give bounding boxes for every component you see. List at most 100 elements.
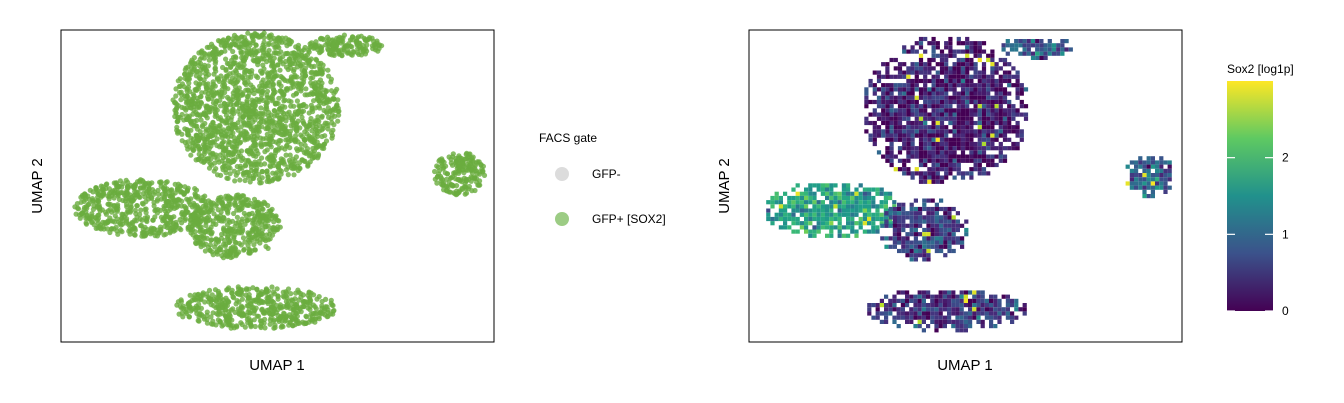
- hexbin-cell: [846, 200, 851, 205]
- scatter-point: [325, 41, 331, 47]
- hexbin-cell: [909, 223, 914, 228]
- hexbin-cell: [1035, 43, 1040, 48]
- hexbin-cell: [829, 191, 834, 196]
- hexbin-cell: [990, 87, 995, 92]
- scatter-point: [303, 103, 309, 110]
- scatter-point: [198, 218, 204, 224]
- scatter-point: [196, 75, 202, 81]
- hexbin-cell: [1005, 43, 1010, 48]
- hexbin-cell: [1015, 95, 1020, 100]
- hexbin-cell: [897, 227, 902, 233]
- scatter-point: [211, 139, 217, 145]
- scatter-point: [202, 71, 209, 77]
- scatter-point: [279, 145, 285, 151]
- hexbin-cell: [926, 307, 931, 312]
- hexbin-cell: [981, 158, 987, 163]
- hexbin-cell: [960, 104, 966, 109]
- hexbin-cell: [944, 129, 949, 134]
- hexbin-cell: [1047, 47, 1052, 52]
- scatter-point: [160, 216, 166, 222]
- hexbin-cell: [885, 112, 890, 117]
- scatter-point: [235, 135, 241, 141]
- hexbin-cell: [910, 70, 915, 75]
- scatter-point: [191, 93, 197, 99]
- scatter-point: [288, 65, 294, 71]
- hexbin-cell: [791, 200, 796, 205]
- scatter-point: [195, 156, 201, 163]
- hexbin-cell: [901, 215, 906, 220]
- hexbin-cell: [931, 87, 936, 92]
- scatter-point: [223, 119, 229, 125]
- hexbin-cell: [914, 167, 919, 172]
- scatter-point: [192, 186, 198, 192]
- scatter-point: [208, 297, 214, 303]
- hexbin-cell: [973, 150, 978, 155]
- hexbin-cell: [1015, 112, 1020, 117]
- scatter-point: [287, 152, 293, 158]
- hexbin-cell: [841, 183, 846, 188]
- hexbin-cell: [888, 223, 893, 228]
- hexbin-cell: [875, 191, 880, 196]
- scatter-point: [206, 229, 212, 235]
- hexbin-cell: [1060, 47, 1065, 52]
- scatter-point: [152, 214, 158, 220]
- hexbin-cell: [897, 112, 903, 117]
- scatter-point: [233, 101, 240, 107]
- hexbin-cell: [944, 57, 949, 63]
- hexbin-cell: [862, 187, 867, 192]
- hexbin-cell: [833, 225, 838, 230]
- hexbin-cell: [864, 91, 869, 96]
- hexbin-cell: [885, 108, 890, 113]
- hexbin-cell: [923, 70, 928, 75]
- scatter-point: [244, 101, 250, 107]
- scatter-point: [198, 153, 205, 159]
- scatter-point: [312, 136, 318, 142]
- hexbin-cell: [986, 74, 991, 79]
- scatter-point: [262, 236, 268, 242]
- hexbin-cell: [1018, 43, 1023, 48]
- hexbin-cell: [918, 104, 924, 109]
- hexbin-cell: [994, 91, 999, 96]
- hexbin-cell: [850, 212, 855, 217]
- hexbin-cell: [1019, 137, 1024, 142]
- scatter-point: [334, 35, 340, 42]
- hexbin-cell: [910, 154, 915, 159]
- scatter-point: [258, 116, 264, 122]
- scatter-point: [319, 36, 326, 42]
- hexbin-cell: [1019, 129, 1024, 134]
- scatter-point: [299, 134, 305, 140]
- hexbin-cell: [868, 78, 873, 84]
- hexbin-cell: [931, 150, 936, 155]
- hexbin-cell: [977, 120, 982, 126]
- hexbin-cell: [1064, 47, 1069, 52]
- hexbin-cell: [984, 298, 989, 303]
- hexbin-cell: [879, 221, 884, 226]
- scatter-point: [250, 175, 256, 181]
- scatter-point: [182, 184, 188, 190]
- scatter-point: [329, 135, 335, 141]
- hexbin-cell: [906, 141, 911, 147]
- hexbin-cell: [885, 125, 890, 130]
- scatter-point: [438, 178, 444, 184]
- hexbin-cell: [901, 211, 906, 216]
- scatter-point: [152, 189, 158, 195]
- hexbin-cell: [1039, 55, 1044, 60]
- hexbin-cell: [959, 290, 964, 295]
- scatter-point: [299, 53, 305, 59]
- hexbin-cell: [1022, 51, 1027, 56]
- hexbin-cell: [1047, 43, 1052, 48]
- hexbin-cell: [986, 171, 991, 176]
- hexbin-cell: [876, 99, 882, 105]
- hexbin-cell: [956, 95, 961, 100]
- hexbin-cell: [917, 311, 922, 316]
- hexbin-cell: [900, 311, 905, 316]
- hexbin-cell: [901, 240, 906, 245]
- scatter-point: [250, 119, 256, 125]
- scatter-point: [222, 48, 228, 54]
- hexbin-cell: [872, 91, 877, 96]
- scatter-point: [306, 290, 312, 296]
- hexbin-cell: [944, 45, 949, 50]
- scatter-point: [207, 242, 213, 248]
- scatter-point: [238, 89, 244, 95]
- scatter-point: [448, 156, 454, 162]
